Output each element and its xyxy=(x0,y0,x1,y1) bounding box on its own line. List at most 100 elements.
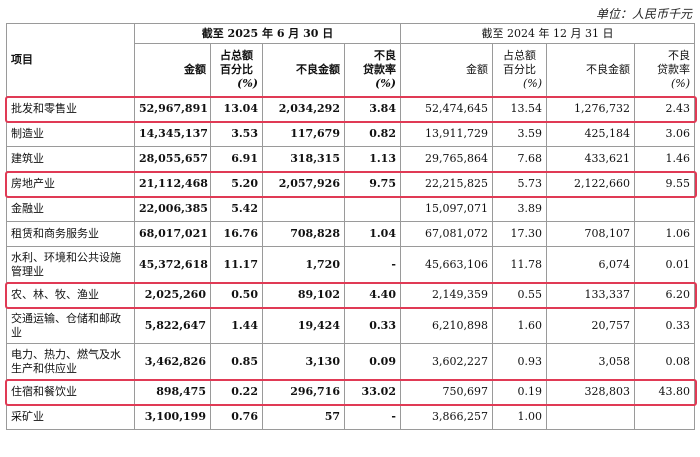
cell-prior-ratio: 2.43 xyxy=(633,96,696,122)
cell-prior-npl xyxy=(546,196,635,222)
cell-current-amount: 28,055,657 xyxy=(134,146,211,172)
cell-prior-npl: 20,757 xyxy=(546,307,635,344)
cell-prior-ratio xyxy=(633,404,696,430)
cell-current-npl xyxy=(262,196,345,222)
table-row: 建筑业 28,055,657 6.91 318,315 1.13 29,765,… xyxy=(6,146,696,172)
row-name: 建筑业 xyxy=(6,146,135,172)
cell-prior-share: 1.00 xyxy=(492,404,547,430)
cell-prior-amount: 22,215,825 xyxy=(400,171,493,197)
cell-prior-ratio: 9.55 xyxy=(633,171,696,197)
cell-current-ratio: 4.40 xyxy=(344,282,401,308)
cell-current-npl: 3,130 xyxy=(262,343,345,380)
cell-prior-amount: 750,697 xyxy=(400,379,493,405)
header-prior-share: 占总额 百分比 (%) xyxy=(492,43,547,97)
row-name: 采矿业 xyxy=(6,404,135,430)
cell-current-ratio: 9.75 xyxy=(344,171,401,197)
cell-prior-ratio: 6.20 xyxy=(633,282,696,308)
cell-current-share: 0.76 xyxy=(210,404,263,430)
table-row: 水利、环境和公共设施管理业 45,372,618 11.17 1,720 - 4… xyxy=(6,246,696,283)
cell-prior-ratio: 0.01 xyxy=(633,246,696,283)
table-row: 批发和零售业 52,967,891 13.04 2,034,292 3.84 5… xyxy=(6,96,696,122)
cell-prior-amount: 2,149,359 xyxy=(400,282,493,308)
cell-prior-share: 0.55 xyxy=(492,282,547,308)
cell-current-npl: 57 xyxy=(262,404,345,430)
cell-current-amount: 3,462,826 xyxy=(134,343,211,380)
header-prior-share-l2: 百分比 xyxy=(503,63,536,76)
header-current-amount: 金额 xyxy=(134,43,211,97)
cell-prior-npl: 328,803 xyxy=(546,379,635,405)
cell-prior-ratio: 43.80 xyxy=(633,379,696,405)
header-current-ratio-unit: (%) xyxy=(375,77,396,90)
cell-current-share: 0.85 xyxy=(210,343,263,380)
cell-current-share: 3.53 xyxy=(210,121,263,147)
cell-prior-amount: 3,602,227 xyxy=(400,343,493,380)
table-row: 交通运输、仓储和邮政业 5,822,647 1.44 19,424 0.33 6… xyxy=(6,307,696,344)
row-name: 住宿和餐饮业 xyxy=(6,379,135,405)
header-prior-share-l1: 占总额 xyxy=(503,49,536,62)
cell-current-share: 6.91 xyxy=(210,146,263,172)
cell-current-npl: 89,102 xyxy=(262,282,345,308)
cell-current-ratio: 1.04 xyxy=(344,221,401,247)
cell-prior-ratio: 0.33 xyxy=(633,307,696,344)
unit-label: 单位：人民币千元 xyxy=(595,7,692,21)
cell-prior-amount: 6,210,898 xyxy=(400,307,493,344)
cell-prior-npl: 3,058 xyxy=(546,343,635,380)
cell-prior-share: 0.19 xyxy=(492,379,547,405)
cell-prior-amount: 29,765,864 xyxy=(400,146,493,172)
cell-current-amount: 21,112,468 xyxy=(134,171,211,197)
cell-current-share: 0.50 xyxy=(210,282,263,308)
cell-prior-npl: 133,337 xyxy=(546,282,635,308)
cell-current-ratio: 0.33 xyxy=(344,307,401,344)
cell-prior-share: 5.73 xyxy=(492,171,547,197)
header-prior-ratio-l2: 贷款率 xyxy=(657,63,691,76)
cell-current-ratio: 1.13 xyxy=(344,146,401,172)
cell-current-npl: 318,315 xyxy=(262,146,345,172)
header-period-current: 截至 2025 年 6 月 30 日 xyxy=(134,23,401,44)
cell-current-amount: 22,006,385 xyxy=(134,196,211,222)
row-name: 金融业 xyxy=(6,196,135,222)
cell-prior-npl: 708,107 xyxy=(546,221,635,247)
cell-prior-npl xyxy=(546,404,635,430)
table-row: 住宿和餐饮业 898,475 0.22 296,716 33.02 750,69… xyxy=(6,379,696,405)
cell-current-amount: 52,967,891 xyxy=(134,96,211,122)
cell-prior-share: 3.89 xyxy=(492,196,547,222)
cell-current-amount: 3,100,199 xyxy=(134,404,211,430)
cell-prior-share: 1.60 xyxy=(492,307,547,344)
table-row: 农、林、牧、渔业 2,025,260 0.50 89,102 4.40 2,14… xyxy=(6,282,696,308)
header-prior-amount: 金额 xyxy=(400,43,493,97)
cell-current-npl: 2,057,926 xyxy=(262,171,345,197)
cell-current-npl: 296,716 xyxy=(262,379,345,405)
cell-current-amount: 2,025,260 xyxy=(134,282,211,308)
cell-prior-amount: 67,081,072 xyxy=(400,221,493,247)
cell-prior-ratio: 1.46 xyxy=(633,146,696,172)
cell-prior-share: 0.93 xyxy=(492,343,547,380)
header-current-share-l2: 百分比 xyxy=(220,63,253,76)
cell-current-npl: 1,720 xyxy=(262,246,345,283)
cell-current-share: 13.04 xyxy=(210,96,263,122)
cell-current-share: 11.17 xyxy=(210,246,263,283)
table-row: 租赁和商务服务业 68,017,021 16.76 708,828 1.04 6… xyxy=(6,221,696,247)
header-current-share-l1: 占总额 xyxy=(220,49,253,62)
cell-current-ratio: 33.02 xyxy=(344,379,401,405)
cell-prior-ratio: 1.06 xyxy=(633,221,696,247)
cell-current-share: 0.22 xyxy=(210,379,263,405)
cell-current-share: 1.44 xyxy=(210,307,263,344)
table-row: 制造业 14,345,137 3.53 117,679 0.82 13,911,… xyxy=(6,121,696,147)
cell-current-ratio: - xyxy=(344,246,401,283)
cell-prior-ratio xyxy=(633,196,696,222)
cell-current-share: 5.42 xyxy=(210,196,263,222)
cell-prior-share: 3.59 xyxy=(492,121,547,147)
cell-current-npl: 708,828 xyxy=(262,221,345,247)
header-current-share-unit: (%) xyxy=(237,77,258,90)
table-body: 批发和零售业 52,967,891 13.04 2,034,292 3.84 5… xyxy=(6,96,696,430)
table-row: 金融业 22,006,385 5.42 15,097,071 3.89 xyxy=(6,196,696,222)
cell-current-ratio: 3.84 xyxy=(344,96,401,122)
table-row: 房地产业 21,112,468 5.20 2,057,926 9.75 22,2… xyxy=(6,171,696,197)
cell-prior-npl: 1,276,732 xyxy=(546,96,635,122)
header-prior-share-unit: (%) xyxy=(522,77,542,90)
header-current-npl: 不良金额 xyxy=(262,43,345,97)
cell-prior-npl: 6,074 xyxy=(546,246,635,283)
cell-current-ratio: 0.09 xyxy=(344,343,401,380)
cell-prior-share: 17.30 xyxy=(492,221,547,247)
cell-current-amount: 68,017,021 xyxy=(134,221,211,247)
